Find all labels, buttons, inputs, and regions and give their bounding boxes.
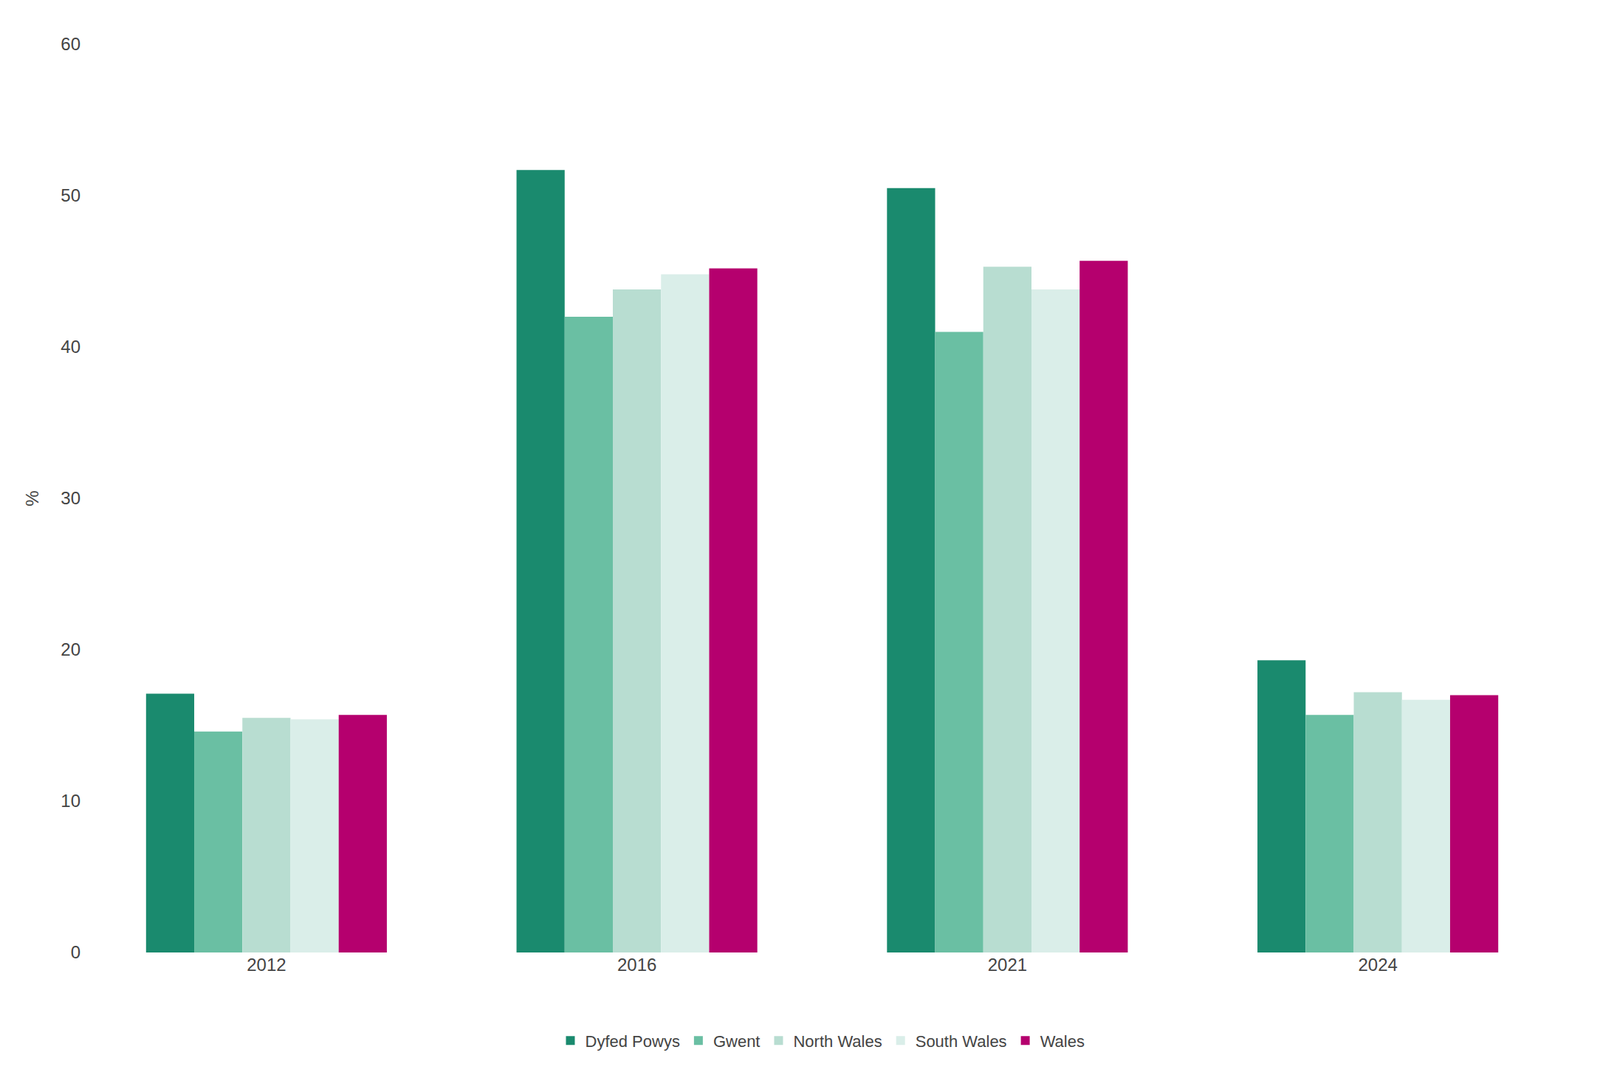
- svg-text:South Wales: South Wales: [915, 1032, 1008, 1051]
- svg-text:Wales: Wales: [1040, 1032, 1085, 1051]
- svg-text:Gwent: Gwent: [713, 1032, 761, 1051]
- svg-text:%: %: [22, 490, 43, 506]
- svg-text:2024: 2024: [1357, 954, 1397, 975]
- svg-text:60: 60: [60, 33, 81, 54]
- svg-text:0: 0: [70, 942, 81, 963]
- svg-text:2012: 2012: [246, 954, 286, 975]
- svg-text:10: 10: [60, 790, 81, 811]
- svg-text:North Wales: North Wales: [792, 1032, 882, 1051]
- svg-text:30: 30: [60, 488, 81, 508]
- svg-text:2021: 2021: [987, 954, 1028, 975]
- svg-text:2016: 2016: [617, 954, 657, 975]
- svg-text:20: 20: [60, 639, 81, 660]
- svg-text:40: 40: [60, 336, 81, 357]
- svg-text:50: 50: [60, 185, 81, 206]
- svg-text:Dyfed Powys: Dyfed Powys: [585, 1032, 681, 1051]
